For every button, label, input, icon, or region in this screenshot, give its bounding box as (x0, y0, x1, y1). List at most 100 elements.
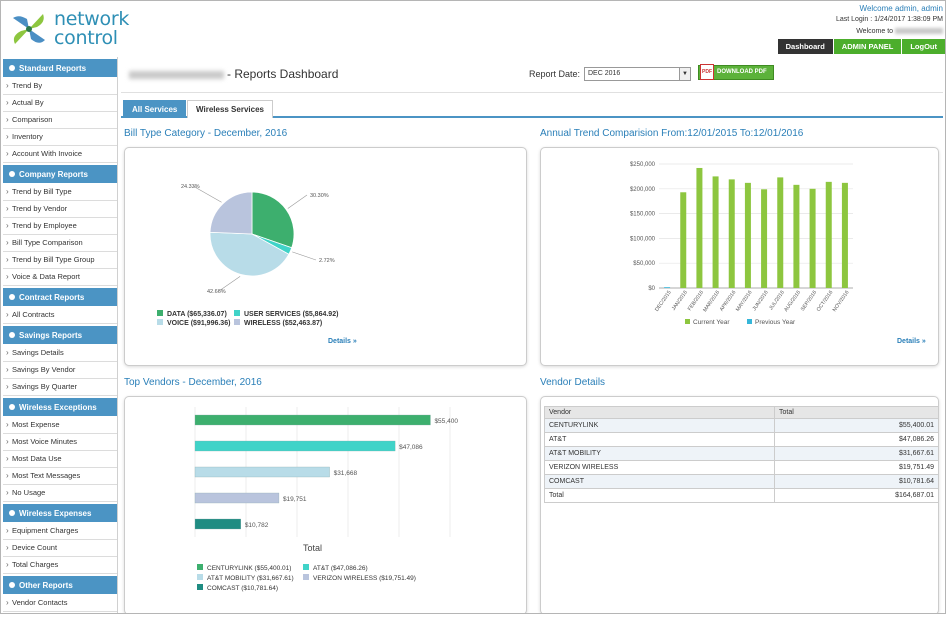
welcome-to: Welcome to (856, 28, 943, 35)
sidebar-item-most-voice-minutes[interactable]: Most Voice Minutes (3, 434, 117, 451)
bullet-icon (9, 64, 15, 71)
table-row: VERIZON WIRELESS $19,751.49 (544, 460, 938, 475)
sidebar-item-account-with-invoice[interactable]: Account With Invoice (3, 146, 117, 163)
sidebar-item-inventory[interactable]: Inventory (3, 129, 117, 146)
legend-item-at-t-mobility[interactable]: AT&T MOBILITY ($31,667.61) (197, 574, 294, 582)
column-header-total[interactable]: Total (774, 406, 938, 419)
sidebar-section-wireless-expenses[interactable]: Wireless Expenses (3, 504, 117, 523)
report-date-value: DEC 2016 (588, 70, 621, 77)
sidebar-item-vendor-contacts[interactable]: Vendor Contacts (3, 595, 117, 612)
sidebar-section-contract-reports[interactable]: Contract Reports (3, 288, 117, 307)
vendor-bar-value-label: $47,086 (399, 444, 423, 451)
bar-current-year-jul-2016 (777, 177, 784, 288)
tab-wireless-services[interactable]: Wireless Services (187, 100, 273, 118)
legend-item-at-t[interactable]: AT&T ($47,086.26) (303, 564, 368, 572)
sidebar-section-label: Wireless Exceptions (19, 403, 97, 412)
table-header-row: Vendor Total (544, 406, 938, 419)
sidebar-item-most-text-messages[interactable]: Most Text Messages (3, 468, 117, 485)
main-content: - Reports Dashboard Report Date: DEC 201… (121, 57, 943, 613)
table-row: AT&T $47,086.26 (544, 432, 938, 447)
sidebar-item-trend-by-bill-type-group[interactable]: Trend by Bill Type Group (3, 252, 117, 269)
pie-leader-line (192, 185, 222, 203)
x-tick-label: JUN/2016 (752, 290, 770, 312)
redacted-company-name (129, 71, 224, 79)
legend-swatch (197, 574, 203, 581)
bar-current-year-nov-2016 (841, 182, 848, 288)
vendor-bar-verizon-wireless (194, 492, 280, 504)
legend-item-voice[interactable]: VOICE ($91,996.36) (157, 319, 230, 327)
sidebar-item-device-count[interactable]: Device Count (3, 540, 117, 557)
annual-trend-details-link[interactable]: Details » (897, 338, 926, 345)
logo[interactable]: network control (9, 7, 139, 49)
report-date-select[interactable]: DEC 2016 ▼ (584, 67, 691, 81)
legend-swatch (303, 574, 309, 581)
legend-swatch (234, 319, 240, 326)
nav-dashboard[interactable]: Dashboard (776, 39, 833, 54)
vendor-name-cell: AT&T (544, 432, 775, 447)
pdf-icon: PDF (700, 64, 714, 80)
sidebar-item-trend-by-employee[interactable]: Trend by Employee (3, 218, 117, 235)
y-tick-label: $250,000 (630, 162, 656, 168)
sidebar-section-savings-reports[interactable]: Savings Reports (3, 326, 117, 345)
sidebar-item-actual-by[interactable]: Actual By (3, 95, 117, 112)
legend-item-data[interactable]: DATA ($65,336.07) (157, 310, 227, 318)
sidebar-item-trend-by[interactable]: Trend By (3, 78, 117, 95)
x-tick-label: DEC/2015 (654, 290, 673, 313)
brand-line1: network (54, 8, 130, 30)
last-login: Last Login : 1/24/2017 1:38:09 PM (835, 16, 943, 23)
vendor-total-cell: $47,086.26 (774, 432, 938, 447)
vendor-total-cell: $10,781.64 (774, 474, 938, 489)
annual-trend-card: $250,000 $200,000 $150,000 $100,000 $50,000 $… (540, 147, 939, 366)
sidebar-item-savings-details[interactable]: Savings Details (3, 345, 117, 362)
pie-slice-data (251, 191, 295, 249)
welcome-text: Welcome admin, admin (859, 4, 943, 13)
vendor-name-cell: AT&T MOBILITY (544, 446, 775, 461)
sidebar-item-no-usage[interactable]: No Usage (3, 485, 117, 502)
legend-item-wireless[interactable]: WIRELESS ($52,463.87) (234, 319, 322, 327)
tab-all-services[interactable]: All Services (123, 100, 187, 118)
legend-item-verizon-wireless[interactable]: VERIZON WIRELESS ($19,751.49) (303, 574, 416, 582)
sidebar-item-bill-type-comparison[interactable]: Bill Type Comparison (3, 235, 117, 252)
legend-item-centurylink[interactable]: CENTURYLINK ($55,400.01) (197, 564, 291, 572)
bar-current-year-feb-2016 (696, 167, 703, 288)
sidebar-item-equipment-charges[interactable]: Equipment Charges (3, 523, 117, 540)
sidebar-section-company-reports[interactable]: Company Reports (3, 165, 117, 184)
column-header-vendor[interactable]: Vendor (544, 406, 775, 419)
legend-swatch (157, 319, 163, 326)
download-pdf-label: DOWNLOAD PDF (717, 69, 767, 75)
x-tick-label: NOV/2016 (832, 290, 851, 313)
vendor-total-cell: $55,400.01 (774, 418, 938, 433)
pie-leader-line (218, 276, 241, 292)
sidebar-item-trend-by-bill-type[interactable]: Trend by Bill Type (3, 184, 117, 201)
sidebar-item-savings-by-vendor[interactable]: Savings By Vendor (3, 362, 117, 379)
sidebar-section-wireless-exceptions[interactable]: Wireless Exceptions (3, 398, 117, 417)
nav-logout[interactable]: LogOut (901, 39, 945, 54)
legend-item-comcast[interactable]: COMCAST ($10,781.64) (197, 584, 278, 592)
sidebar-item-trend-by-vendor[interactable]: Trend by Vendor (3, 201, 117, 218)
pie-percent-label: 2.72% (319, 258, 335, 264)
sidebar-item-all-contracts[interactable]: All Contracts (3, 307, 117, 324)
vendor-bar-at-t (194, 440, 396, 452)
bill-type-details-link[interactable]: Details » (328, 338, 357, 345)
sidebar-item-total-charges[interactable]: Total Charges (3, 557, 117, 574)
vendor-details-table: Vendor Total CENTURYLINK $55,400.01 AT&T $47… (544, 406, 938, 503)
legend-item-user-services[interactable]: USER SERVICES ($5,864.92) (234, 310, 338, 318)
pie-percent-label: 30.30% (310, 193, 329, 199)
sidebar-section-label: Standard Reports (19, 64, 87, 73)
sidebar-item-most-expense[interactable]: Most Expense (3, 417, 117, 434)
sidebar-section-other-reports[interactable]: Other Reports (3, 576, 117, 595)
legend-label: AT&T ($47,086.26) (313, 565, 368, 572)
download-pdf-button[interactable]: PDF DOWNLOAD PDF (698, 64, 774, 80)
sidebar-item-comparison[interactable]: Comparison (3, 112, 117, 129)
sidebar-section-standard-reports[interactable]: Standard Reports (3, 59, 117, 78)
vendor-total-cell: $164,687.01 (774, 488, 938, 503)
sidebar-item-savings-by-quarter[interactable]: Savings By Quarter (3, 379, 117, 396)
chevron-down-icon[interactable]: ▼ (679, 68, 690, 80)
bullet-icon (9, 581, 15, 588)
sidebar-item-voice-data-report[interactable]: Voice & Data Report (3, 269, 117, 286)
nav-admin-panel[interactable]: ADMIN PANEL (832, 39, 902, 54)
vendor-total-cell: $19,751.49 (774, 460, 938, 475)
sidebar-item-most-data-use[interactable]: Most Data Use (3, 451, 117, 468)
pie-leader-line (292, 251, 317, 261)
redacted-company (895, 28, 943, 35)
